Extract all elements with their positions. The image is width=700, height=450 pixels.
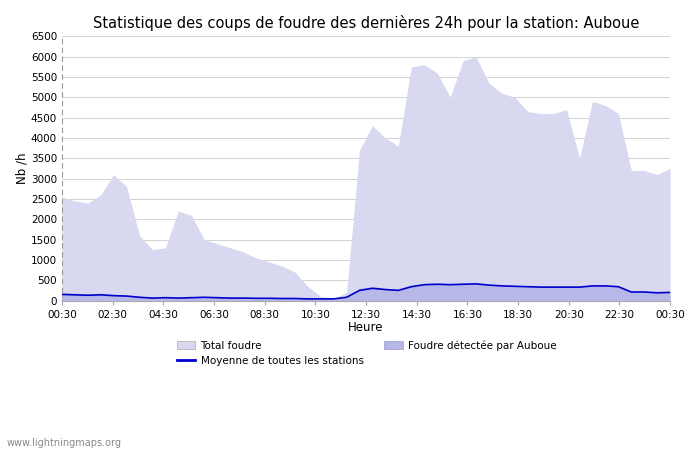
Y-axis label: Nb /h: Nb /h	[15, 153, 28, 184]
Text: www.lightningmaps.org: www.lightningmaps.org	[7, 438, 122, 448]
X-axis label: Heure: Heure	[349, 321, 384, 334]
Legend: Total foudre, Moyenne de toutes les stations, Foudre détectée par Auboue: Total foudre, Moyenne de toutes les stat…	[176, 340, 557, 366]
Title: Statistique des coups de foudre des dernières 24h pour la station: Auboue: Statistique des coups de foudre des dern…	[93, 15, 639, 31]
